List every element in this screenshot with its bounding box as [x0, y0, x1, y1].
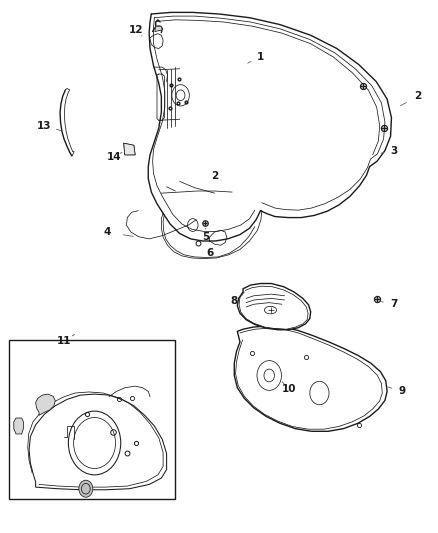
- Polygon shape: [124, 143, 135, 155]
- Bar: [10, 340, 175, 499]
- Text: 4: 4: [104, 228, 111, 238]
- Polygon shape: [237, 284, 311, 330]
- Text: 2: 2: [414, 91, 421, 101]
- Text: 9: 9: [399, 386, 406, 397]
- Text: 1: 1: [257, 52, 264, 61]
- Text: 2: 2: [211, 171, 218, 181]
- Polygon shape: [35, 394, 55, 415]
- Polygon shape: [29, 394, 166, 490]
- Text: 14: 14: [107, 152, 121, 162]
- Polygon shape: [234, 326, 387, 431]
- Text: 11: 11: [57, 336, 71, 346]
- Text: 7: 7: [390, 298, 397, 309]
- Text: 13: 13: [37, 120, 52, 131]
- Text: 3: 3: [390, 146, 397, 156]
- Text: 5: 5: [202, 232, 209, 243]
- Text: 12: 12: [129, 25, 143, 35]
- Polygon shape: [14, 418, 23, 434]
- Polygon shape: [155, 26, 162, 31]
- Text: 10: 10: [282, 384, 296, 394]
- Text: 8: 8: [231, 296, 238, 306]
- Circle shape: [79, 480, 93, 497]
- Text: 6: 6: [207, 248, 214, 257]
